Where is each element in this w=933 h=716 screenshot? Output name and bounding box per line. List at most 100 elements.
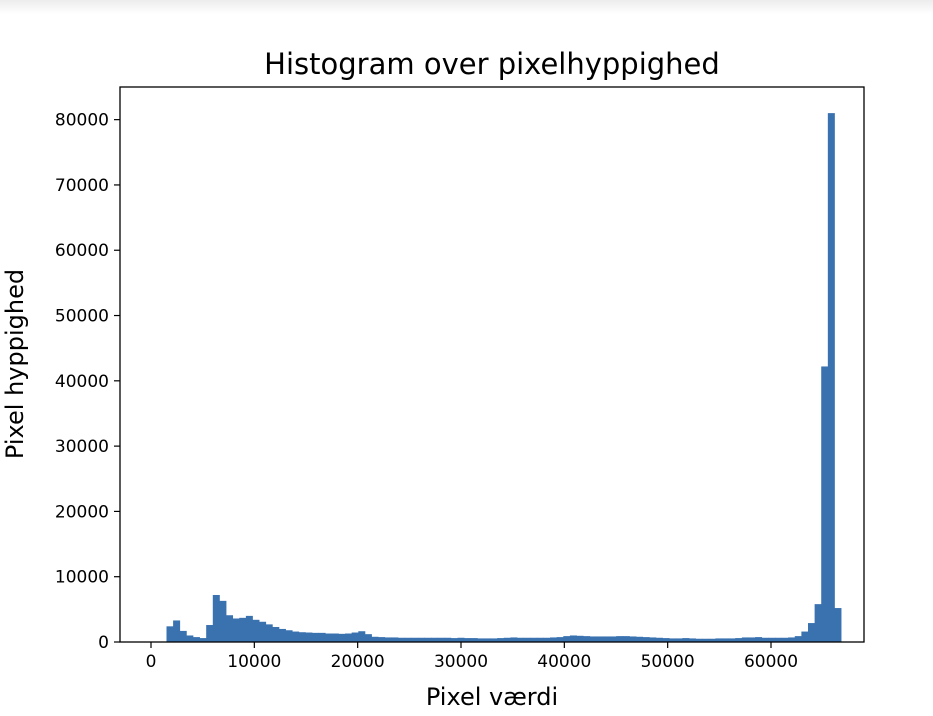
histogram-bar — [199, 638, 207, 642]
histogram-bar — [364, 634, 372, 642]
histogram-bar — [801, 631, 809, 642]
histogram-bar — [503, 637, 511, 642]
histogram-bar — [642, 637, 650, 642]
histogram-bar — [530, 637, 538, 642]
histogram-bar — [331, 633, 339, 642]
histogram-bar — [179, 630, 187, 642]
histogram-bar — [212, 594, 220, 642]
y-tick-label: 10000 — [55, 568, 109, 588]
histogram-bar — [424, 637, 432, 642]
axes-frame — [119, 86, 865, 643]
histogram-bar — [622, 636, 630, 642]
histogram-bar — [761, 637, 769, 642]
histogram-bar — [219, 600, 227, 642]
histogram-bar — [794, 636, 802, 642]
x-tick-label: 10000 — [227, 652, 281, 672]
histogram-bar — [556, 637, 564, 642]
x-tick-label: 0 — [146, 652, 157, 672]
histogram-bar — [543, 637, 551, 642]
y-tick-label: 80000 — [55, 111, 109, 131]
x-tick-label: 30000 — [434, 652, 488, 672]
histogram-bar — [827, 113, 835, 643]
y-axis-ticks: 0 10000 20000 30000 40000 50000 60000 70000 8000… — [55, 111, 120, 653]
histogram-bar — [166, 626, 174, 642]
histogram-bar — [278, 628, 286, 642]
histogram-bar — [298, 632, 306, 642]
histogram-bar — [536, 637, 544, 642]
histogram-bar — [510, 637, 518, 642]
histogram-bar — [649, 637, 657, 642]
histogram-bar — [768, 637, 776, 642]
histogram-bar — [517, 637, 525, 642]
histogram-bar — [457, 637, 465, 642]
histogram-bar — [351, 632, 359, 642]
histogram-bar — [669, 638, 677, 642]
histogram-bar — [431, 637, 439, 642]
histogram-bar — [259, 621, 267, 642]
histogram-bar — [781, 637, 789, 642]
histogram-bar — [662, 638, 670, 642]
histogram-bar — [437, 637, 445, 642]
histogram-bar — [483, 638, 491, 642]
histogram-bar — [411, 637, 419, 642]
histogram-bar — [358, 631, 366, 642]
histogram-bar — [655, 637, 663, 642]
histogram-bar — [417, 637, 425, 642]
x-tick-label: 40000 — [537, 652, 591, 672]
histogram-bar — [245, 615, 253, 642]
histogram-bar — [391, 637, 399, 642]
histogram-bar — [589, 636, 597, 642]
histogram-bar — [774, 637, 782, 642]
histogram-bar — [814, 604, 822, 642]
histogram-bar — [272, 626, 280, 642]
y-tick-label: 60000 — [55, 241, 109, 261]
x-tick-label: 50000 — [641, 652, 695, 672]
histogram-bar — [682, 638, 690, 642]
y-tick-label: 50000 — [55, 307, 109, 327]
window-top-bar — [0, 0, 933, 14]
histogram-bar — [629, 636, 637, 642]
y-tick-label: 40000 — [55, 372, 109, 392]
histogram-bar — [239, 617, 247, 642]
histogram-bar — [173, 620, 181, 642]
histogram-bar — [477, 638, 485, 642]
y-axis-label: Pixel hyppighed — [1, 269, 29, 459]
histogram-bar — [834, 608, 842, 642]
histogram-bar — [821, 366, 829, 642]
histogram-bar — [609, 636, 617, 642]
x-axis-label: Pixel værdi — [426, 683, 558, 711]
x-tick-label: 20000 — [331, 652, 385, 672]
histogram-bar — [616, 636, 624, 642]
y-tick-label: 30000 — [55, 437, 109, 457]
histogram-bar — [490, 638, 498, 642]
histogram-bar — [755, 637, 763, 642]
histogram-bar — [741, 637, 749, 642]
histogram-bar — [470, 638, 478, 642]
histogram-bar — [807, 623, 815, 642]
histogram-bar — [702, 638, 710, 642]
histogram-bar — [596, 636, 604, 642]
y-tick-label: 0 — [98, 633, 109, 653]
histogram-bar — [728, 638, 736, 642]
histogram-bar — [735, 638, 743, 642]
histogram-bar — [523, 637, 531, 642]
histogram-bar — [404, 637, 412, 642]
histogram-bar — [206, 625, 214, 642]
histogram-bar — [378, 637, 386, 642]
histogram-bar — [688, 638, 696, 642]
histogram-bar — [232, 618, 240, 642]
histogram-bar — [226, 615, 234, 642]
histogram-bar — [384, 637, 392, 642]
chart-title: Histogram over pixelhyppighed — [264, 47, 720, 81]
histogram-bar — [715, 638, 723, 642]
histogram-bar — [576, 635, 584, 642]
histogram-bar — [748, 637, 756, 642]
histogram-bar — [292, 631, 300, 642]
histogram-bar — [305, 632, 313, 642]
histogram-bar — [311, 632, 319, 642]
histogram-bar — [450, 638, 458, 642]
histogram-bar — [583, 636, 591, 642]
histogram-bar — [464, 638, 472, 642]
histogram-bar — [192, 637, 200, 642]
